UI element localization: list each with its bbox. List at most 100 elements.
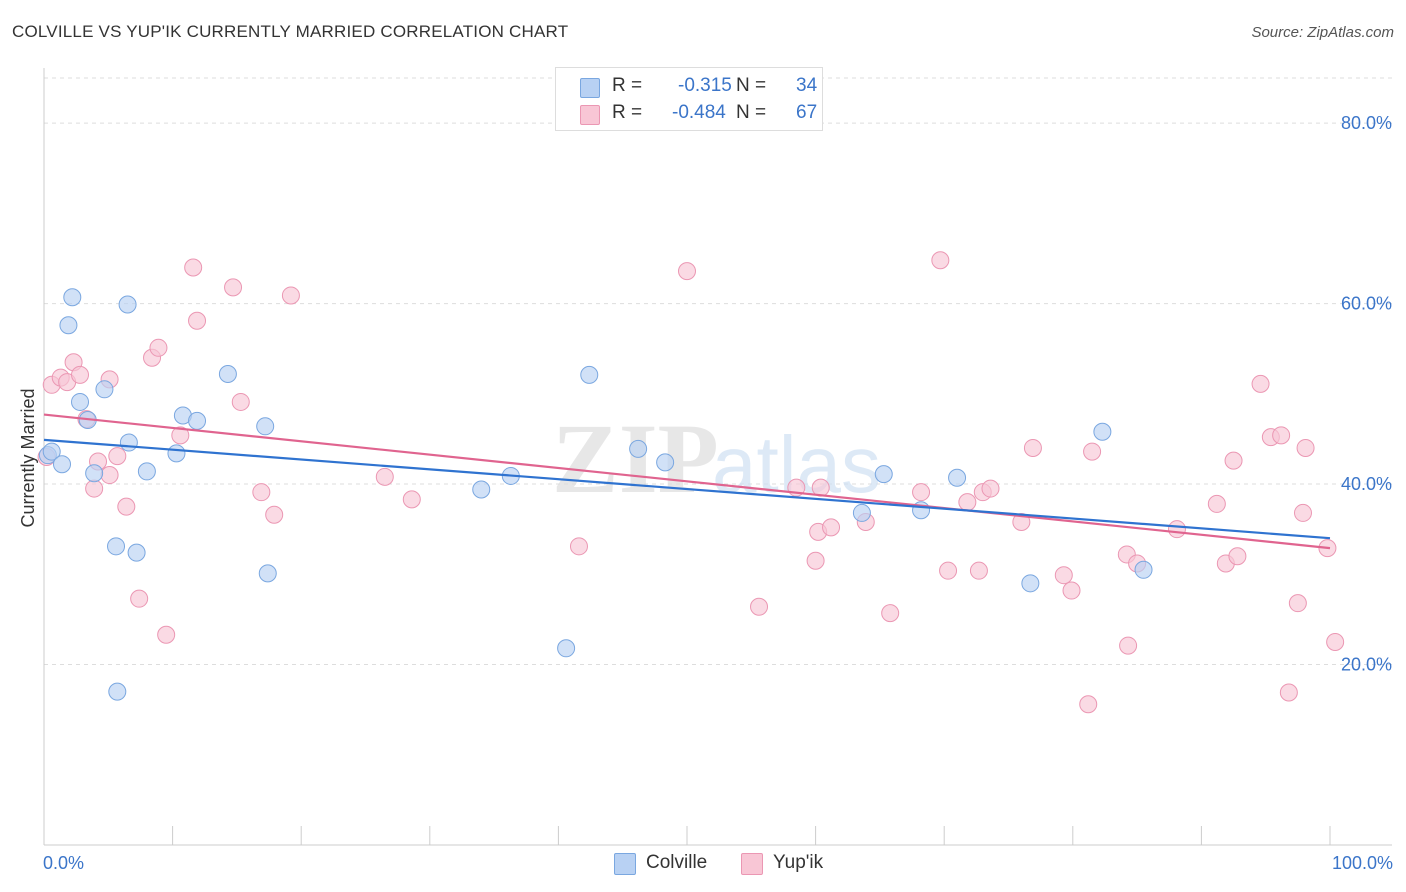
yupik-point [402,490,421,509]
source-attribution: Source: ZipAtlas.com [1251,24,1394,41]
yupik-r-value: -0.484 [672,102,726,123]
yupik-point [1083,442,1102,461]
yupik-point [1288,594,1307,613]
yupik-point [157,625,176,644]
y-tick-label: 60.0% [1341,294,1392,314]
colville-point [1093,422,1112,441]
colville-point [472,480,491,499]
y-tick-label: 80.0% [1341,113,1392,133]
watermark-zip: ZIP [552,403,719,514]
colville-point [137,462,156,481]
yupik-point [1054,566,1073,585]
yupik-point [184,258,203,277]
colville-point [256,417,275,436]
colville-point [948,468,967,487]
yupik-point [931,251,950,270]
yupik-swatch [580,105,600,125]
yupik-trend-line [43,413,1331,550]
colville-point [629,439,648,458]
yupik-point [1079,695,1098,714]
colville-trend-line [43,438,1331,540]
yupik-point [149,338,168,357]
x-tick-label-min: 0.0% [43,853,84,873]
yupik-point [1167,520,1186,539]
yupik-point [1272,426,1291,445]
yupik-point [912,483,931,502]
yupik-point [171,426,190,445]
colville-point [874,465,893,484]
yupik-point [1296,438,1315,457]
yupik-point [1119,636,1138,655]
yupik-point [108,447,127,466]
colville-point [1021,574,1040,593]
colville-point [107,537,126,556]
y-axis-label: Currently Married [18,388,38,527]
colville-r-value: -0.315 [678,75,732,96]
yupik-point [252,483,271,502]
colville-point [656,453,675,472]
colville-point [580,365,599,384]
yupik-point [100,466,119,485]
colville-point [258,564,277,583]
colville-point [167,444,186,463]
y-tick-label: 20.0% [1341,655,1392,675]
x-tick-label-max: 100.0% [1332,853,1393,873]
colville-n-value: 34 [796,75,818,96]
yupik-point [981,479,1000,498]
yupik-point [1228,547,1247,566]
colville-r-label: R = [612,75,643,96]
yupik-point [71,365,90,384]
yupik-legend-label: Yup'ik [773,852,824,873]
yupik-point [958,493,977,512]
colville-n-label: N = [736,75,767,96]
colville-point [63,288,82,307]
correlation-legend: R = -0.315 N = 34 R = -0.484 N = 67 [555,67,823,131]
yupik-point [939,561,958,580]
yupik-point [1207,494,1226,513]
yupik-n-label: N = [736,102,767,123]
yupik-point [130,589,149,608]
yupik-point [806,551,825,570]
colville-point [59,316,78,335]
colville-point [95,380,114,399]
yupik-point [117,497,136,516]
yupik-point [1012,512,1031,531]
yupik-point [881,604,900,623]
yupik-point [678,262,696,281]
yupik-point [281,286,300,305]
yupik-point [1023,438,1042,457]
yupik-point [1326,632,1345,651]
yupik-point [265,505,284,524]
yupik-point [375,467,394,486]
colville-point [852,503,871,522]
yupik-point [85,479,104,498]
yupik-point [969,561,988,580]
yupik-r-label: R = [612,102,643,123]
yupik-point [1251,374,1270,393]
yupik-point [1224,451,1243,470]
colville-point [1134,560,1153,579]
colville-point [119,433,138,452]
colville-point [71,392,90,411]
chart-title: COLVILLE VS YUP'IK CURRENTLY MARRIED COR… [12,22,569,41]
colville-point [127,543,146,562]
yupik-point [569,537,588,556]
yupik-point [1293,503,1312,522]
colville-legend-swatch [614,853,636,875]
y-tick-label: 40.0% [1341,474,1392,494]
yupik-n-value: 67 [796,102,818,123]
yupik-point [231,392,250,411]
colville-point [218,364,237,383]
yupik-point [750,597,769,616]
colville-point [118,295,137,314]
yupik-point [822,518,841,537]
colville-legend-label: Colville [646,852,708,873]
colville-point [53,455,72,474]
colville-point [557,639,576,658]
colville-point [42,442,61,461]
colville-swatch [580,78,600,98]
colville-point [85,464,104,483]
yupik-point [224,278,243,297]
yupik-point [1279,683,1298,702]
